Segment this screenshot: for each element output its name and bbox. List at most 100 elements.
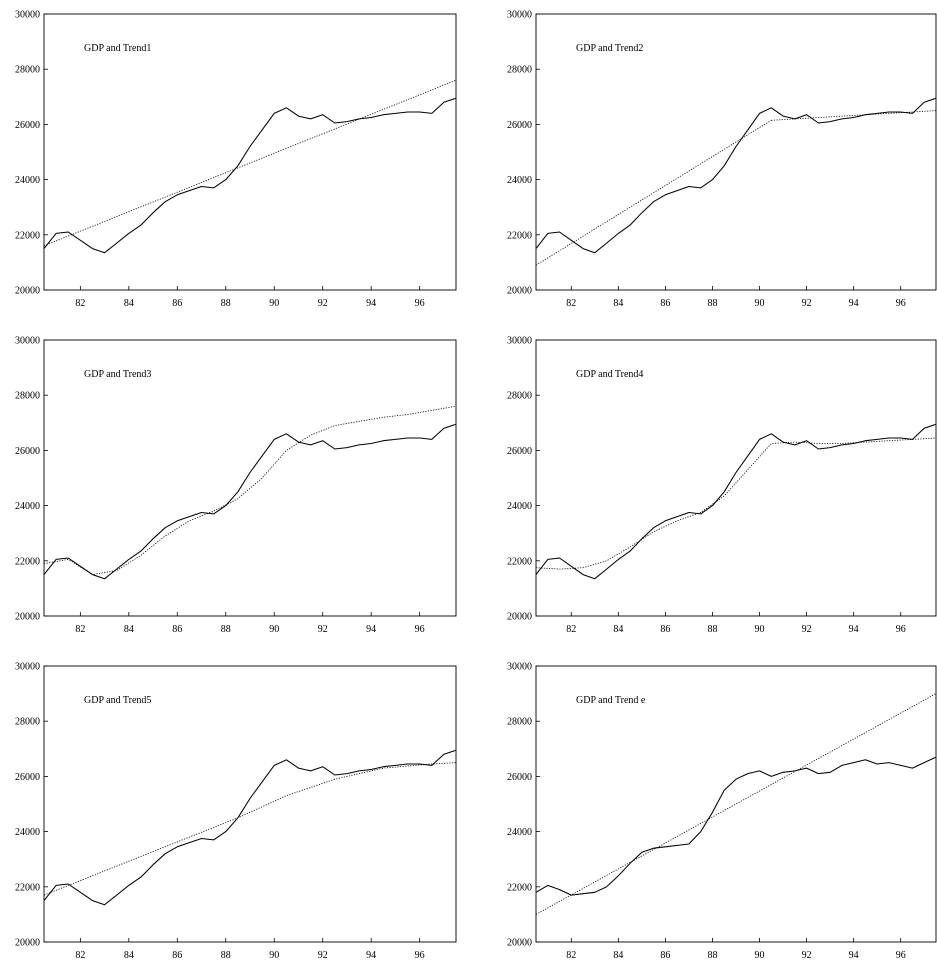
x-tick-label: 94 [366,950,376,961]
trend-series-line [43,79,457,247]
x-tick-label: 90 [269,624,279,635]
x-tick-label: 88 [707,624,717,635]
gdp-series-line [535,97,937,254]
y-tick-label: 24000 [15,827,40,838]
chart-title: GDP and Trend2 [576,43,643,54]
gdp-series-line [43,749,457,906]
y-tick-label: 22000 [507,882,532,893]
plot-frame [43,665,457,943]
x-tick-label: 86 [660,298,670,309]
chart-title: GDP and Trend5 [84,695,151,706]
x-tick-label: 96 [896,950,906,961]
x-tick-label: 92 [802,950,812,961]
y-tick-label: 28000 [15,65,40,76]
plot-frame [535,339,937,617]
trend-series-line [43,762,457,896]
y-tick-label: 30000 [15,10,40,21]
x-tick-label: 84 [124,950,134,961]
x-tick-label: 90 [269,298,279,309]
y-tick-label: 28000 [507,65,532,76]
y-tick-label: 20000 [15,938,40,949]
y-tick-label: 20000 [15,612,40,623]
x-tick-label: 92 [318,624,328,635]
x-tick-label: 94 [366,624,376,635]
y-tick-label: 26000 [15,120,40,131]
y-tick-label: 20000 [507,612,532,623]
y-tick-label: 22000 [15,230,40,241]
y-tick-label: 22000 [15,556,40,567]
chart-title: GDP and Trend1 [84,43,151,54]
plot-frame [535,665,937,943]
y-tick-label: 26000 [15,772,40,783]
x-tick-label: 94 [849,298,859,309]
x-tick-label: 92 [802,298,812,309]
x-tick-label: 96 [415,298,425,309]
gdp-series-line [535,756,937,896]
y-tick-label: 26000 [507,772,532,783]
chart-panel-1: 20000 22000 24000 26000 28000 30000 82 84 86 88 90… [15,10,457,309]
x-tick-label: 88 [221,624,231,635]
x-tick-label: 94 [849,950,859,961]
chart-title: GDP and Trend e [576,695,646,706]
gdp-series-line [535,423,937,580]
x-tick-label: 96 [415,624,425,635]
y-tick-label: 20000 [15,286,40,297]
y-tick-label: 24000 [507,175,532,186]
x-tick-label: 96 [896,298,906,309]
x-tick-label: 90 [755,950,765,961]
chart-title: GDP and Trend3 [84,369,151,380]
chart-panel-5: 20000 22000 24000 26000 28000 30000 82 84 86 88 90… [15,662,457,961]
x-tick-label: 90 [755,298,765,309]
chart-title: GDP and Trend4 [576,369,643,380]
x-tick-label: 82 [566,624,576,635]
x-tick-label: 96 [896,624,906,635]
x-tick-label: 82 [75,950,85,961]
y-tick-label: 30000 [507,10,532,21]
plot-frame [535,13,937,291]
y-tick-label: 30000 [507,662,532,673]
x-tick-label: 88 [707,298,717,309]
x-tick-label: 84 [613,624,623,635]
y-tick-label: 24000 [507,501,532,512]
x-tick-label: 96 [415,950,425,961]
x-tick-label: 82 [75,624,85,635]
chart-panel-6: 20000 22000 24000 26000 28000 30000 82 84 86 88 90… [507,662,937,961]
x-tick-label: 84 [124,298,134,309]
gdp-series-line [43,97,457,254]
x-tick-label: 92 [318,950,328,961]
x-tick-label: 86 [660,950,670,961]
x-tick-label: 84 [613,298,623,309]
trend-series-line [43,405,457,576]
x-tick-label: 88 [221,298,231,309]
plot-frame [43,13,457,291]
x-tick-label: 86 [660,624,670,635]
x-tick-label: 84 [124,624,134,635]
x-tick-label: 90 [755,624,765,635]
y-tick-label: 24000 [15,175,40,186]
x-tick-label: 86 [172,624,182,635]
chart-panel-3: 20000 22000 24000 26000 28000 30000 82 84 86 88 90… [15,336,457,635]
y-tick-label: 28000 [507,391,532,402]
trend-series-line [535,693,937,915]
y-tick-label: 26000 [507,446,532,457]
x-tick-label: 92 [802,624,812,635]
y-tick-label: 30000 [15,336,40,347]
y-tick-label: 26000 [507,120,532,131]
y-tick-label: 22000 [507,556,532,567]
x-tick-label: 82 [566,950,576,961]
y-tick-label: 20000 [507,286,532,297]
y-tick-label: 22000 [507,230,532,241]
x-tick-label: 92 [318,298,328,309]
x-tick-label: 94 [366,298,376,309]
y-tick-label: 20000 [507,938,532,949]
x-tick-label: 84 [613,950,623,961]
y-tick-label: 24000 [507,827,532,838]
x-tick-label: 94 [849,624,859,635]
y-tick-label: 28000 [15,391,40,402]
x-tick-label: 82 [566,298,576,309]
gdp-series-line [43,423,457,580]
trend-series-line [535,119,772,266]
chart-panel-4: 20000 22000 24000 26000 28000 30000 82 84 86 88 90… [507,336,937,635]
trend-series-line [535,437,937,570]
